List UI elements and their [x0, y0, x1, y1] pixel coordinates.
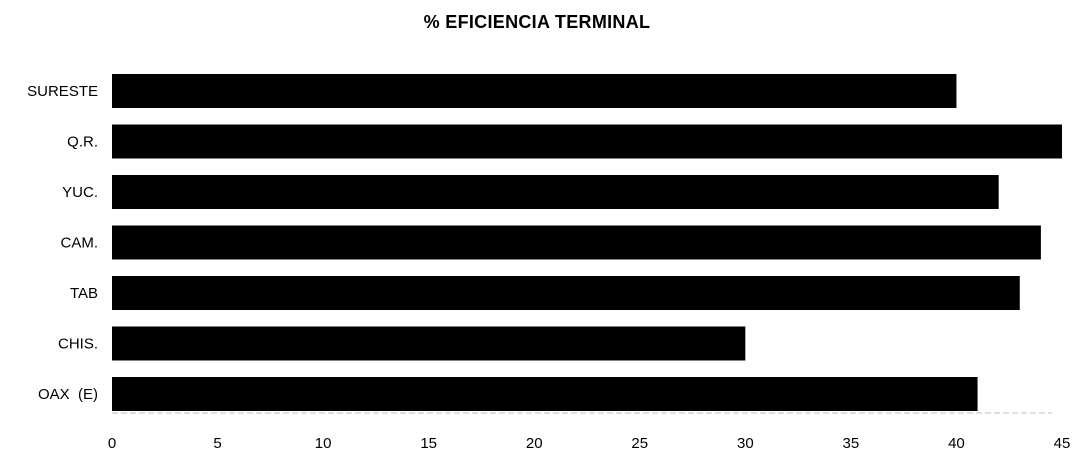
category-label: Q.R.	[67, 134, 98, 151]
x-tick-label: 20	[526, 435, 543, 452]
bar-3	[112, 225, 1041, 260]
category-label: SURESTE	[27, 83, 98, 100]
x-tick-label: 30	[737, 435, 754, 452]
x-tick-label: 35	[843, 435, 860, 452]
bar-4	[112, 276, 1020, 310]
category-label: TAB	[70, 285, 98, 302]
bar-2	[112, 175, 999, 209]
x-tick-label: 0	[108, 435, 116, 452]
bar-6	[112, 377, 978, 411]
x-tick-label: 15	[420, 435, 437, 452]
category-label: OAX (E)	[38, 386, 98, 403]
category-label: CHIS.	[58, 336, 98, 353]
x-tick-label: 40	[948, 435, 965, 452]
bar-0	[112, 74, 957, 108]
bar-1	[112, 124, 1062, 159]
category-label: YUC.	[62, 184, 98, 201]
x-tick-label: 25	[631, 435, 648, 452]
category-label: CAM.	[61, 235, 99, 252]
chart-title: % EFICIENCIA TERMINAL	[423, 12, 651, 32]
x-tick-label: 10	[315, 435, 332, 452]
x-tick-label: 45	[1054, 435, 1071, 452]
x-tick-label: 5	[213, 435, 221, 452]
bar-5	[112, 326, 746, 361]
